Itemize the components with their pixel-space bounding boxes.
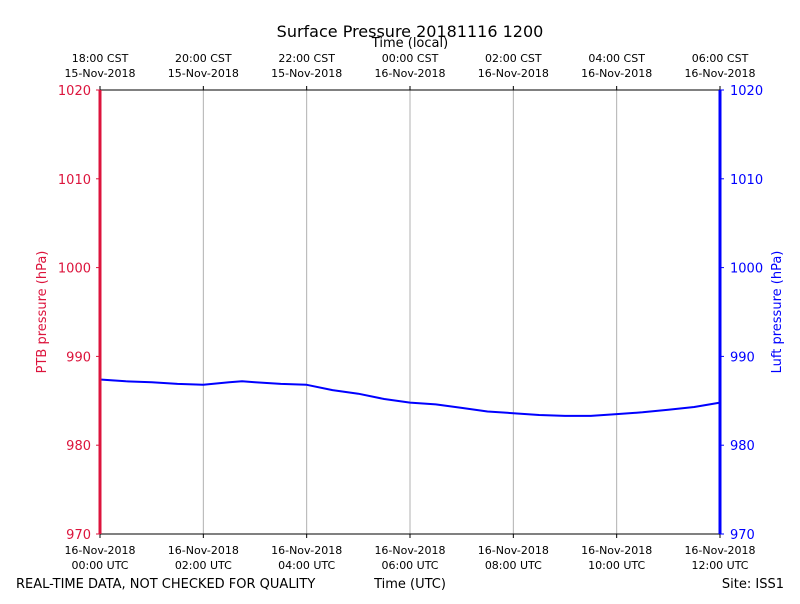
right-axis-label: Luft pressure (hPa): [770, 251, 785, 374]
y-left-tick-label: 1020: [58, 84, 91, 99]
x-top-tick-time: 00:00 CST: [382, 52, 439, 65]
series-line: [99, 378, 721, 417]
x-bottom-tick-date: 16-Nov-2018: [684, 544, 755, 557]
x-bottom-tick-time: 08:00 UTC: [485, 559, 542, 572]
footer-site: Site: ISS1: [722, 577, 784, 592]
x-top-tick-time: 18:00 CST: [72, 52, 129, 65]
x-bottom-tick-date: 16-Nov-2018: [64, 544, 135, 557]
y-right-tick-label: 970: [730, 528, 755, 543]
x-bottom-tick-date: 16-Nov-2018: [478, 544, 549, 557]
series-layer: [99, 378, 721, 417]
x-top-tick-date: 15-Nov-2018: [271, 67, 342, 80]
x-bottom-tick-time: 10:00 UTC: [588, 559, 645, 572]
x-bottom-tick-date: 16-Nov-2018: [168, 544, 239, 557]
x-bottom-tick-time: 00:00 UTC: [71, 559, 128, 572]
x-top-tick-date: 15-Nov-2018: [64, 67, 135, 80]
y-left-tick-label: 990: [66, 350, 91, 365]
x-top-tick-date: 16-Nov-2018: [478, 67, 549, 80]
y-left-tick-label: 970: [66, 528, 91, 543]
x-top-tick-time: 04:00 CST: [588, 52, 645, 65]
x-top-tick-time: 22:00 CST: [278, 52, 335, 65]
x-bottom-tick-time: 02:00 UTC: [175, 559, 232, 572]
x-bottom-tick-time: 12:00 UTC: [691, 559, 748, 572]
chart-title: Surface Pressure 20181116 1200: [277, 22, 544, 41]
y-left-tick-label: 1010: [58, 173, 91, 188]
x-bottom-tick-date: 16-Nov-2018: [581, 544, 652, 557]
y-right-tick-label: 990: [730, 350, 755, 365]
y-left-tick-label: 980: [66, 439, 91, 454]
x-bottom-tick-time: 06:00 UTC: [381, 559, 438, 572]
y-left-tick-label: 1000: [58, 262, 91, 277]
x-bottom-tick-date: 16-Nov-2018: [271, 544, 342, 557]
x-top-tick-time: 06:00 CST: [692, 52, 749, 65]
x-top-tick-time: 20:00 CST: [175, 52, 232, 65]
x-bottom-tick-time: 04:00 UTC: [278, 559, 335, 572]
y-right-tick-label: 1000: [730, 262, 763, 277]
footer-quality-note: REAL-TIME DATA, NOT CHECKED FOR QUALITY: [16, 577, 315, 592]
y-right-tick-label: 1010: [730, 173, 763, 188]
x-axis-label: Time (UTC): [373, 577, 446, 592]
tick-layer: 16-Nov-2018 00:00 UTC 18:00 CST 15-Nov-2018…: [58, 52, 763, 572]
x-top-tick-date: 15-Nov-2018: [168, 67, 239, 80]
x-top-tick-date: 16-Nov-2018: [684, 67, 755, 80]
left-axis-label: PTB pressure (hPa): [35, 251, 50, 374]
y-right-tick-label: 1020: [730, 84, 763, 99]
x-bottom-tick-date: 16-Nov-2018: [374, 544, 445, 557]
y-right-tick-label: 980: [730, 439, 755, 454]
grid-layer: [202, 90, 618, 534]
x-top-tick-date: 16-Nov-2018: [374, 67, 445, 80]
x-top-tick-time: 02:00 CST: [485, 52, 542, 65]
top-axis-label: Time (local): [371, 36, 448, 51]
x-top-tick-date: 16-Nov-2018: [581, 67, 652, 80]
